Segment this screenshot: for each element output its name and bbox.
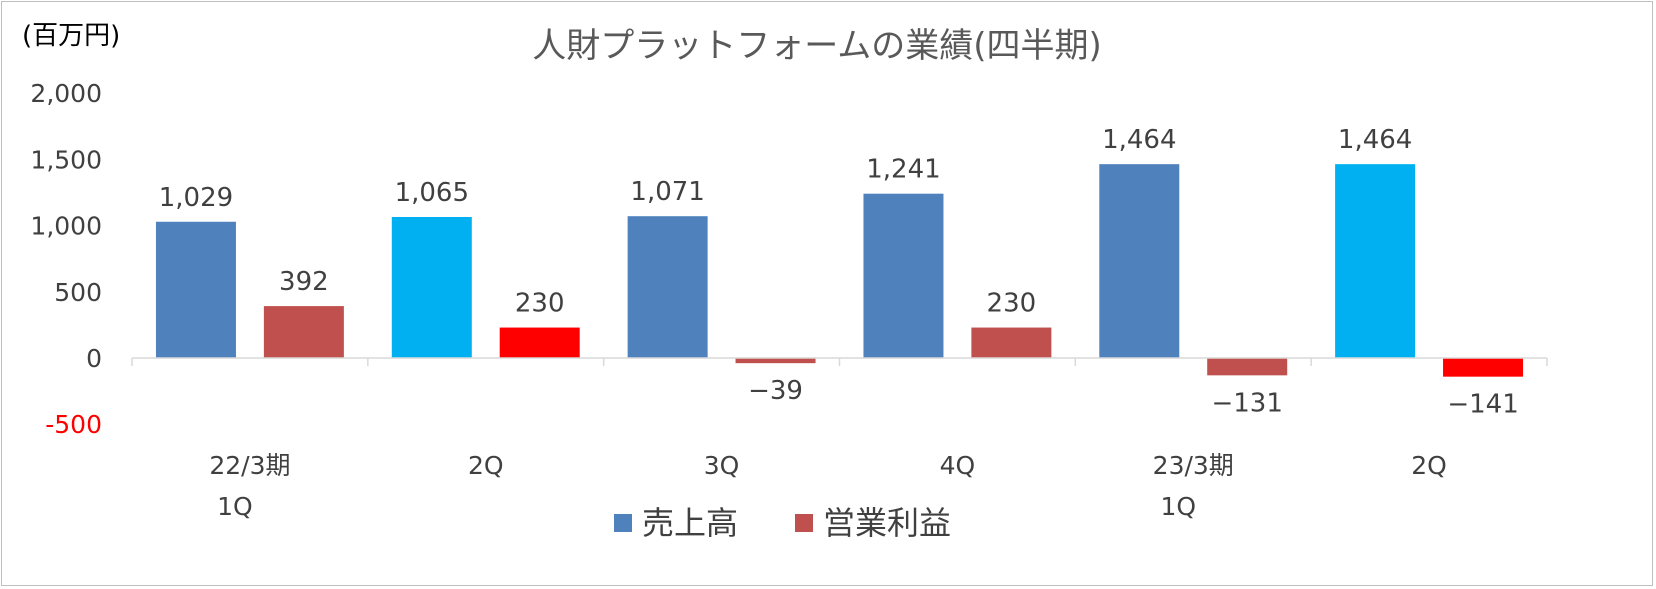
x-category-label: 2Q bbox=[468, 451, 504, 480]
chart-title: 人財プラットフォームの業績(四半期) bbox=[532, 26, 1102, 66]
sales-bar bbox=[627, 216, 708, 358]
legend: 売上高 営業利益 bbox=[614, 504, 951, 542]
operating-profit-data-label: 392 bbox=[279, 267, 329, 297]
legend-swatch bbox=[795, 514, 813, 532]
y-tick-label: 500 bbox=[54, 278, 102, 307]
unit-label: (百万円) bbox=[22, 21, 120, 51]
sales-data-label: 1,065 bbox=[395, 178, 469, 208]
x-category-label: 3Q bbox=[704, 451, 740, 480]
y-axis: 2,000 1,500 1,000 500 0 -500 bbox=[30, 79, 102, 439]
operating-profit-bar bbox=[499, 327, 580, 358]
sales-bar bbox=[391, 216, 472, 358]
x-category-sublabel: 1Q bbox=[1160, 492, 1196, 521]
legend-swatch bbox=[614, 514, 632, 532]
x-axis: 22/3期 1Q 2Q 3Q 4Q 23/3期 1Q 2Q bbox=[131, 357, 1548, 521]
x-category-label: 22/3期 bbox=[209, 451, 290, 480]
y-tick-label: 2,000 bbox=[30, 79, 102, 108]
sales-bar bbox=[1335, 164, 1416, 358]
sales-bar bbox=[155, 221, 236, 358]
y-tick-label: 0 bbox=[86, 344, 102, 373]
operating-profit-bar bbox=[735, 358, 816, 364]
x-category-label: 4Q bbox=[940, 451, 976, 480]
operating-profit-bar bbox=[971, 327, 1052, 358]
operating-profit-bar bbox=[1207, 358, 1288, 376]
operating-profit-data-label: −141 bbox=[1447, 390, 1518, 420]
sales-bar bbox=[863, 193, 944, 358]
operating-profit-data-label: −39 bbox=[748, 376, 803, 406]
legend-label: 売上高 bbox=[642, 504, 738, 542]
operating-profit-data-label: 230 bbox=[987, 289, 1037, 319]
x-category-label: 23/3期 bbox=[1153, 451, 1234, 480]
sales-data-label: 1,464 bbox=[1102, 125, 1176, 155]
sales-data-label: 1,464 bbox=[1338, 125, 1412, 155]
x-category-label: 2Q bbox=[1411, 451, 1447, 480]
y-tick-label: 1,500 bbox=[30, 145, 102, 174]
operating-profit-bar bbox=[1443, 358, 1524, 377]
sales-bar bbox=[1099, 164, 1180, 358]
y-tick-label: -500 bbox=[45, 410, 102, 439]
sales-data-label: 1,071 bbox=[630, 177, 704, 207]
operating-profit-data-label: 230 bbox=[515, 289, 565, 319]
operating-profit-bar bbox=[263, 306, 344, 358]
operating-profit-data-label: −131 bbox=[1211, 388, 1282, 418]
bar-series: 1,029 1,065 1,071 1,241 1,464 1,464 392 230 −39 2… bbox=[155, 125, 1524, 420]
legend-label: 営業利益 bbox=[823, 504, 951, 542]
x-category-sublabel: 1Q bbox=[217, 492, 253, 521]
sales-data-label: 1,029 bbox=[159, 183, 233, 213]
sales-data-label: 1,241 bbox=[866, 155, 940, 185]
y-tick-label: 1,000 bbox=[30, 212, 102, 241]
